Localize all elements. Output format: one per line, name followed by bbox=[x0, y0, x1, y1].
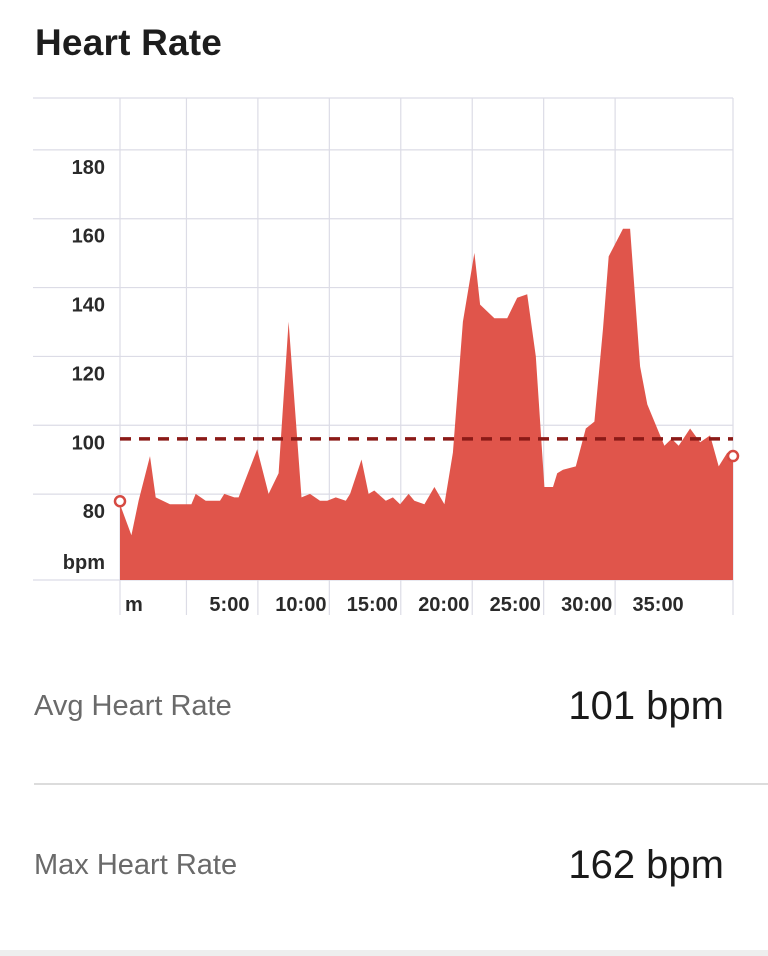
x-tick-label: 20:00 bbox=[418, 594, 469, 616]
heart-rate-area bbox=[120, 228, 733, 581]
y-tick-label: 100 bbox=[72, 432, 105, 454]
avg-heart-rate-label: Avg Heart Rate bbox=[34, 690, 232, 722]
max-heart-rate-value: 162 bpm bbox=[568, 843, 724, 887]
y-tick-label: 80 bbox=[83, 501, 105, 523]
x-tick-label: 25:00 bbox=[490, 594, 541, 616]
y-axis-label: bpm bbox=[63, 552, 105, 574]
x-tick-label: 5:00 bbox=[209, 594, 249, 616]
avg-heart-rate-value: 101 bpm bbox=[568, 684, 724, 728]
x-tick-label: 10:00 bbox=[275, 594, 326, 616]
y-tick-label: 160 bbox=[72, 226, 105, 248]
start-marker bbox=[113, 495, 127, 508]
page-title: Heart Rate bbox=[35, 22, 223, 63]
y-tick-label: 120 bbox=[72, 363, 105, 385]
x-tick-label: 15:00 bbox=[347, 594, 398, 616]
x-tick-label: 30:00 bbox=[561, 594, 612, 616]
x-tick-label: 35:00 bbox=[633, 594, 684, 616]
bottom-bar bbox=[0, 950, 768, 956]
end-marker bbox=[726, 449, 740, 463]
avg-heart-rate-row: Avg Heart Rate 101 bpm bbox=[34, 676, 724, 736]
max-heart-rate-label: Max Heart Rate bbox=[34, 849, 238, 881]
max-heart-rate-row: Max Heart Rate 162 bpm bbox=[34, 835, 724, 895]
x-axis-label: m bbox=[125, 594, 143, 616]
y-tick-label: 140 bbox=[72, 295, 105, 317]
divider bbox=[34, 783, 768, 785]
y-tick-label: 180 bbox=[72, 157, 105, 179]
